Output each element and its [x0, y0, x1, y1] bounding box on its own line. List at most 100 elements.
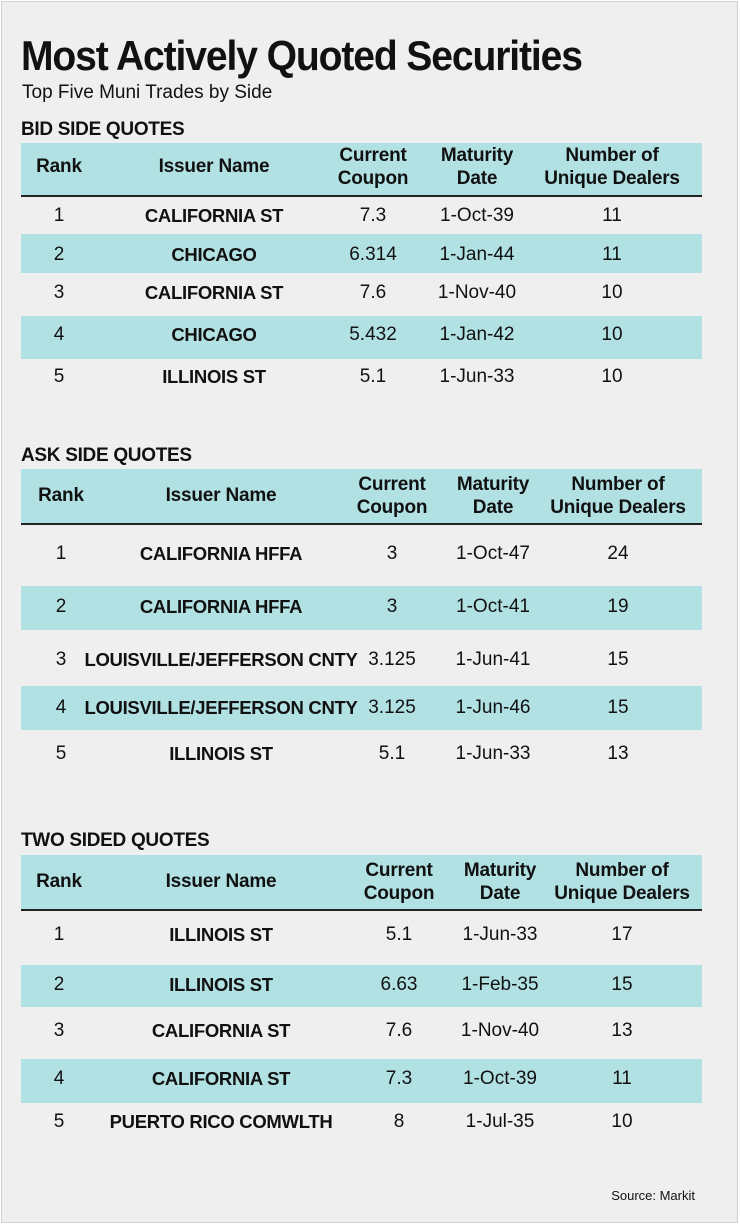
cell-rank: 2: [55, 596, 67, 617]
cell-dealers: 24: [607, 543, 629, 564]
row-band: [21, 316, 702, 359]
chart-subtitle: Top Five Muni Trades by Side: [22, 82, 273, 103]
cell-issuer: LOUISVILLE/JEFFERSON CNTY: [84, 697, 358, 718]
cell-issuer: ILLINOIS ST: [169, 974, 273, 995]
cell-maturity: 1-Jun-33: [462, 924, 538, 945]
cell-maturity: 1-Feb-35: [461, 974, 539, 995]
cell-dealers: 11: [612, 1068, 632, 1089]
cell-dealers: 10: [601, 324, 623, 345]
header-maturity: Maturity Date: [464, 859, 536, 905]
cell-rank: 4: [53, 1068, 65, 1089]
cell-maturity: 1-Jan-44: [439, 244, 515, 265]
cell-rank: 3: [53, 1020, 65, 1041]
header-maturity-line-2: Date: [479, 883, 521, 904]
cell-issuer: CALIFORNIA ST: [151, 1020, 291, 1041]
cell-maturity: 1-Nov-40: [460, 1020, 540, 1041]
cell-coupon: 7.3: [385, 1068, 413, 1089]
cell-rank: 3: [53, 282, 65, 303]
section-title: BID SIDE QUOTES: [21, 119, 185, 140]
header-coupon-line-2: Coupon: [356, 497, 428, 518]
cell-issuer: CALIFORNIA ST: [144, 205, 284, 226]
header-maturity-line-1: Maturity: [463, 860, 537, 881]
cell-coupon: 5.1: [385, 924, 413, 945]
cell-maturity: 1-Jun-33: [455, 743, 531, 764]
header-dealers: Number of Unique Dealers: [554, 859, 690, 905]
cell-issuer: CHICAGO: [171, 244, 257, 265]
cell-coupon: 5.1: [359, 366, 387, 387]
header-maturity-line-2: Date: [456, 168, 498, 189]
cell-coupon: 8: [393, 1111, 405, 1132]
header-maturity-line-2: Date: [472, 497, 514, 518]
cell-coupon: 5.432: [349, 324, 397, 345]
header-coupon-line-2: Coupon: [363, 883, 435, 904]
table-header: Rank Issuer Name Current Coupon Maturity Date…: [21, 143, 702, 197]
cell-coupon: 6.63: [380, 974, 418, 995]
cell-dealers: 19: [607, 596, 629, 617]
row-band: [21, 586, 702, 630]
cell-issuer: LOUISVILLE/JEFFERSON CNTY: [84, 649, 358, 670]
cell-dealers: 10: [601, 282, 623, 303]
cell-rank: 1: [53, 205, 65, 226]
cell-coupon: 3.125: [368, 649, 416, 670]
cell-rank: 1: [55, 543, 67, 564]
cell-coupon: 3: [386, 543, 398, 564]
cell-dealers: 13: [611, 1020, 633, 1041]
cell-maturity: 1-Jul-35: [465, 1111, 535, 1132]
cell-rank: 2: [53, 244, 65, 265]
cell-rank: 1: [53, 924, 65, 945]
header-coupon-line-1: Current: [339, 145, 407, 166]
cell-maturity: 1-Oct-39: [463, 1068, 537, 1089]
cell-issuer: CHICAGO: [171, 324, 257, 345]
cell-maturity: 1-Oct-39: [440, 205, 514, 226]
header-dealers: Number of Unique Dealers: [544, 144, 680, 190]
cell-coupon: 7.6: [359, 282, 387, 303]
cell-maturity: 1-Oct-41: [456, 596, 530, 617]
header-maturity-line-1: Maturity: [440, 145, 514, 166]
cell-rank: 5: [55, 743, 67, 764]
header-dealers-line-2: Unique Dealers: [544, 168, 680, 189]
table-header: Rank Issuer Name Current Coupon Maturity Date…: [21, 469, 702, 525]
header-coupon: Current Coupon: [357, 473, 428, 519]
cell-issuer: CALIFORNIA ST: [151, 1068, 291, 1089]
header-maturity-line-1: Maturity: [456, 474, 530, 495]
cell-rank: 2: [53, 974, 65, 995]
header-coupon-line-2: Coupon: [337, 168, 409, 189]
header-dealers: Number of Unique Dealers: [550, 473, 686, 519]
header-coupon-line-1: Current: [365, 860, 433, 881]
header-dealers-line-2: Unique Dealers: [554, 883, 690, 904]
chart-title: Most Actively Quoted Securities: [21, 32, 583, 79]
header-maturity: Maturity Date: [457, 473, 529, 519]
row-band: [21, 1059, 702, 1103]
header-dealers-line-2: Unique Dealers: [550, 497, 686, 518]
cell-issuer: ILLINOIS ST: [169, 743, 273, 764]
header-maturity: Maturity Date: [441, 144, 513, 190]
cell-rank: 5: [53, 1111, 65, 1132]
cell-maturity: 1-Jun-33: [439, 366, 515, 387]
cell-issuer: ILLINOIS ST: [169, 924, 273, 945]
header-coupon: Current Coupon: [364, 859, 435, 905]
section-title: TWO SIDED QUOTES: [21, 830, 210, 851]
cell-dealers: 10: [601, 366, 623, 387]
cell-issuer: ILLINOIS ST: [162, 366, 266, 387]
cell-rank: 3: [55, 649, 67, 670]
cell-coupon: 3.125: [368, 697, 416, 718]
cell-coupon: 3: [386, 596, 398, 617]
source-note: Source: Markit: [611, 1188, 695, 1203]
cell-dealers: 10: [611, 1111, 633, 1132]
header-dealers-line-1: Number of: [575, 860, 669, 881]
header-rank: Rank: [36, 871, 82, 892]
header-dealers-line-1: Number of: [571, 474, 665, 495]
cell-coupon: 7.3: [359, 205, 387, 226]
header-issuer: Issuer Name: [158, 156, 270, 177]
row-band: [21, 234, 702, 273]
cell-issuer: PUERTO RICO COMWLTH: [109, 1111, 333, 1132]
cell-rank: 4: [53, 324, 65, 345]
cell-dealers: 13: [607, 743, 629, 764]
cell-maturity: 1-Jun-46: [455, 697, 531, 718]
header-rank: Rank: [36, 156, 82, 177]
cell-issuer: CALIFORNIA HFFA: [139, 596, 303, 617]
header-rank: Rank: [38, 485, 84, 506]
cell-maturity: 1-Oct-47: [456, 543, 530, 564]
cell-rank: 4: [55, 697, 67, 718]
